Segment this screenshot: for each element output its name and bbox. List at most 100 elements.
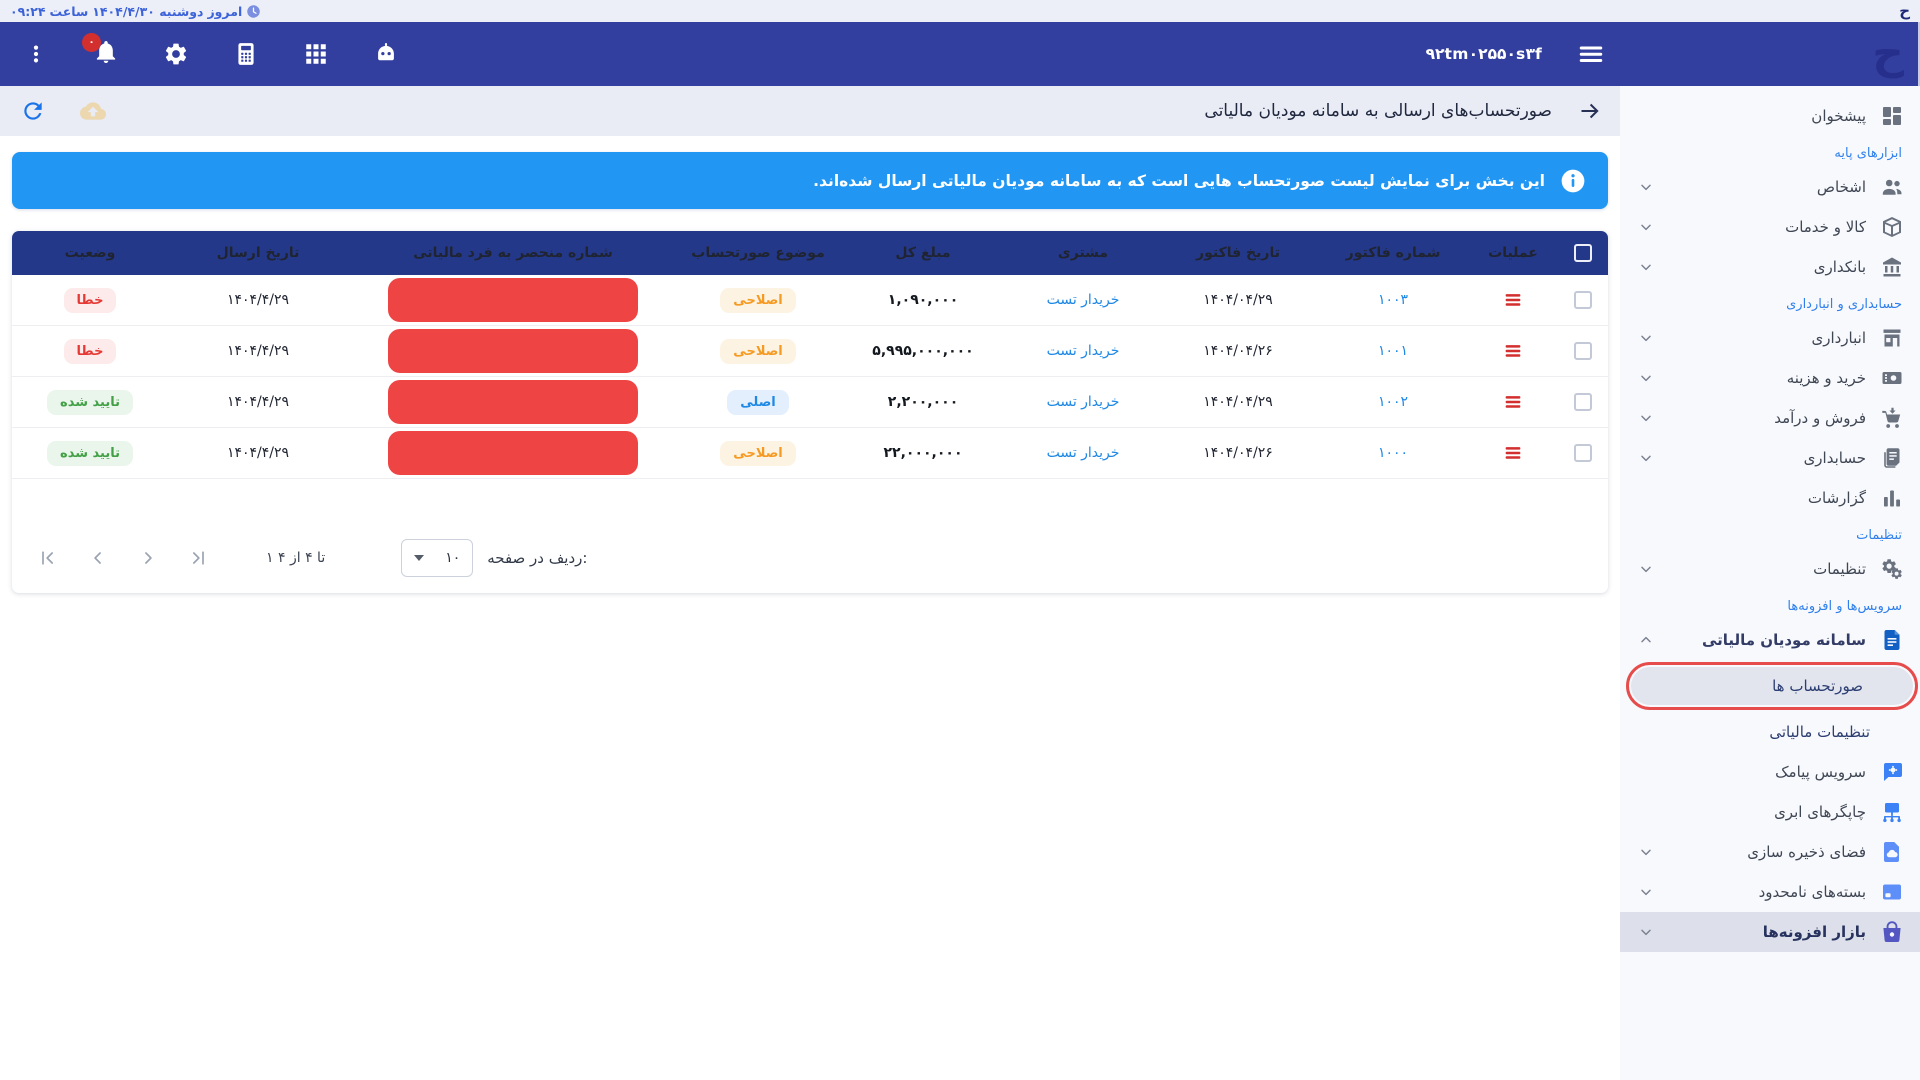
sidebar-item-label: سامانه مودیان مالیاتی <box>1701 631 1866 649</box>
sidebar-item-purchase-expense[interactable]: خرید و هزینه <box>1620 358 1920 398</box>
sms-icon <box>1880 760 1904 784</box>
row-actions-button[interactable] <box>1502 340 1524 362</box>
invoice-number-link[interactable]: ۱۰۰۱ <box>1377 343 1409 359</box>
sidebar-item-warehousing[interactable]: انبارداری <box>1620 318 1920 358</box>
cell-ops <box>1468 442 1558 464</box>
cell-status: تایید شده <box>12 440 168 466</box>
pagination-bar: ۱ تا ۴ از ۴ ۱۰ ردیف در صفحه: <box>12 523 1608 593</box>
pagination-range: ۱ تا ۴ از ۴ <box>266 550 326 566</box>
sidebar-item-dashboard[interactable]: پیشخوان <box>1620 96 1920 136</box>
row-checkbox[interactable] <box>1574 342 1592 360</box>
customer-link[interactable]: خریدار تست <box>1046 292 1120 308</box>
sidebar-item-addons-market[interactable]: بازار افزونه‌ها <box>1620 912 1920 952</box>
time-value: ۰۹:۲۴ <box>10 3 46 19</box>
sidebar-subitem-tax-settings[interactable]: تنظیمات مالیاتی <box>1769 723 1870 741</box>
sidebar-subitem-invoices[interactable]: صورتحساب ها <box>1631 667 1913 705</box>
top-strip: ح امروز دوشنبه ۱۴۰۴/۴/۳۰ ساعت ۰۹:۲۴ <box>0 0 1920 22</box>
sidebar-item-settings[interactable]: تنظیمات <box>1620 549 1920 589</box>
subject-badge: اصلاحی <box>720 287 796 313</box>
cell-select <box>1558 444 1608 462</box>
first-page-button[interactable] <box>38 548 58 568</box>
select-all-checkbox[interactable] <box>1574 244 1592 262</box>
cell-select <box>1558 342 1608 360</box>
back-arrow-button[interactable] <box>1578 99 1602 123</box>
row-checkbox[interactable] <box>1574 291 1592 309</box>
next-page-button[interactable] <box>138 548 158 568</box>
previous-page-button[interactable] <box>88 548 108 568</box>
row-actions-button[interactable] <box>1502 391 1524 413</box>
sidebar-item-sales-income[interactable]: فروش و درآمد <box>1620 398 1920 438</box>
cell-subject: اصلاحی <box>678 338 838 364</box>
sidebar-item-accounting[interactable]: حسابداری <box>1620 438 1920 478</box>
row-actions-button[interactable] <box>1502 289 1524 311</box>
last-page-button[interactable] <box>188 548 208 568</box>
bar-chart-icon <box>1880 486 1904 510</box>
apps-grid-icon[interactable] <box>302 40 330 68</box>
gear-icon[interactable] <box>162 40 190 68</box>
table-body: ۱۰۰۳ ۱۴۰۴/۰۴/۲۹ خریدار تست ۱,۰۹۰,۰۰۰ اصلاحی ۱… <box>12 275 1608 479</box>
subject-badge: اصلاحی <box>720 338 796 364</box>
info-banner: این بخش برای نمایش لیست صورتحساب هایی اس… <box>12 152 1608 209</box>
robot-assistant-icon[interactable] <box>372 40 400 68</box>
row-checkbox[interactable] <box>1574 393 1592 411</box>
table-row: ۱۰۰۰ ۱۴۰۴/۰۴/۲۶ خریدار تست ۲۲,۰۰۰,۰۰۰ اصلاحی… <box>12 428 1608 479</box>
invoice-number-link[interactable]: ۱۰۰۰ <box>1377 445 1409 461</box>
unique-tax-id-redacted <box>388 329 638 373</box>
customer-link[interactable]: خریدار تست <box>1046 343 1120 359</box>
select-caret-icon <box>414 555 425 561</box>
chevron-down-icon <box>1638 450 1654 466</box>
column-header-status: وضعیت <box>64 245 116 261</box>
invoice-number-link[interactable]: ۱۰۰۳ <box>1377 292 1409 308</box>
status-badge: تایید شده <box>47 389 133 415</box>
invoice-number-link[interactable]: ۱۰۰۲ <box>1377 394 1409 410</box>
sidebar-item-storage-space[interactable]: فضای ذخیره سازی <box>1620 832 1920 872</box>
hamburger-menu-icon[interactable] <box>1576 39 1606 69</box>
cash-icon <box>1880 366 1904 390</box>
customer-link[interactable]: خریدار تست <box>1046 445 1120 461</box>
customer-link[interactable]: خریدار تست <box>1046 394 1120 410</box>
kebab-menu-icon[interactable] <box>22 40 50 68</box>
ledger-icon <box>1880 446 1904 470</box>
row-actions-button[interactable] <box>1502 442 1524 464</box>
sidebar-item-goods-services[interactable]: کالا و خدمات <box>1620 207 1920 247</box>
dashboard-icon <box>1880 104 1904 128</box>
sidebar-item-label: حسابداری <box>1803 449 1866 467</box>
sidebar: ح پیشخوان ابزارهای پایه اشخاص کالا و خدمات ب… <box>1620 22 1920 1080</box>
sidebar-item-label: خرید و هزینه <box>1786 369 1866 387</box>
rows-per-page-select[interactable]: ۱۰ <box>401 539 474 577</box>
sidebar-item-label: انبارداری <box>1811 329 1866 347</box>
sidebar-item-sms-service[interactable]: سرویس پیامک <box>1620 752 1920 792</box>
sent-date: ۱۴۰۴/۴/۲۹ <box>226 343 290 359</box>
sidebar-item-persons[interactable]: اشخاص <box>1620 167 1920 207</box>
sidebar-item-cloud-printers[interactable]: چاپگرهای ابری <box>1620 792 1920 832</box>
chevron-down-icon <box>1638 179 1654 195</box>
refresh-button[interactable] <box>20 98 46 124</box>
calculator-icon[interactable] <box>232 40 260 68</box>
chevron-down-icon <box>1638 884 1654 900</box>
row-checkbox[interactable] <box>1574 444 1592 462</box>
notifications-bell-icon[interactable]: ۰ <box>82 33 120 68</box>
sidebar-item-label: فضای ذخیره سازی <box>1747 843 1866 861</box>
invoice-date: ۱۴۰۴/۰۴/۲۹ <box>1203 394 1273 410</box>
cart-icon <box>1880 406 1904 430</box>
rows-per-page-value: ۱۰ <box>445 550 461 566</box>
sidebar-item-label: پیشخوان <box>1811 107 1866 125</box>
chevron-down-icon <box>1638 219 1654 235</box>
cloud-upload-icon[interactable] <box>80 98 106 124</box>
today-label: امروز <box>207 3 243 19</box>
sidebar-item-tax-moadian-system[interactable]: سامانه مودیان مالیاتی <box>1620 620 1920 660</box>
sidebar-item-banking[interactable]: بانکداری <box>1620 247 1920 287</box>
cell-unique-tax-id <box>348 431 678 475</box>
notification-badge: ۰ <box>82 33 101 52</box>
sidebar-menu: پیشخوان ابزارهای پایه اشخاص کالا و خدمات بان… <box>1620 86 1920 1080</box>
sidebar-item-reports[interactable]: گزارشات <box>1620 478 1920 518</box>
page-title-bar: صورتحساب‌های ارسالی به سامانه مودیان مال… <box>0 86 1620 136</box>
sidebar-item-label: بازار افزونه‌ها <box>1762 923 1866 941</box>
sidebar-item-label: تنظیمات <box>1813 560 1866 578</box>
annotation-highlight-ring: صورتحساب ها <box>1626 662 1918 710</box>
sidebar-item-label: چاپگرهای ابری <box>1774 803 1866 821</box>
sidebar-item-unlimited-packages[interactable]: بسته‌های نامحدود <box>1620 872 1920 912</box>
sidebar-item-label: سرویس پیامک <box>1775 763 1866 781</box>
table-row: ۱۰۰۲ ۱۴۰۴/۰۴/۲۹ خریدار تست ۲,۲۰۰,۰۰۰ اصلی ۱۴۰… <box>12 377 1608 428</box>
chevron-down-icon <box>1638 370 1654 386</box>
